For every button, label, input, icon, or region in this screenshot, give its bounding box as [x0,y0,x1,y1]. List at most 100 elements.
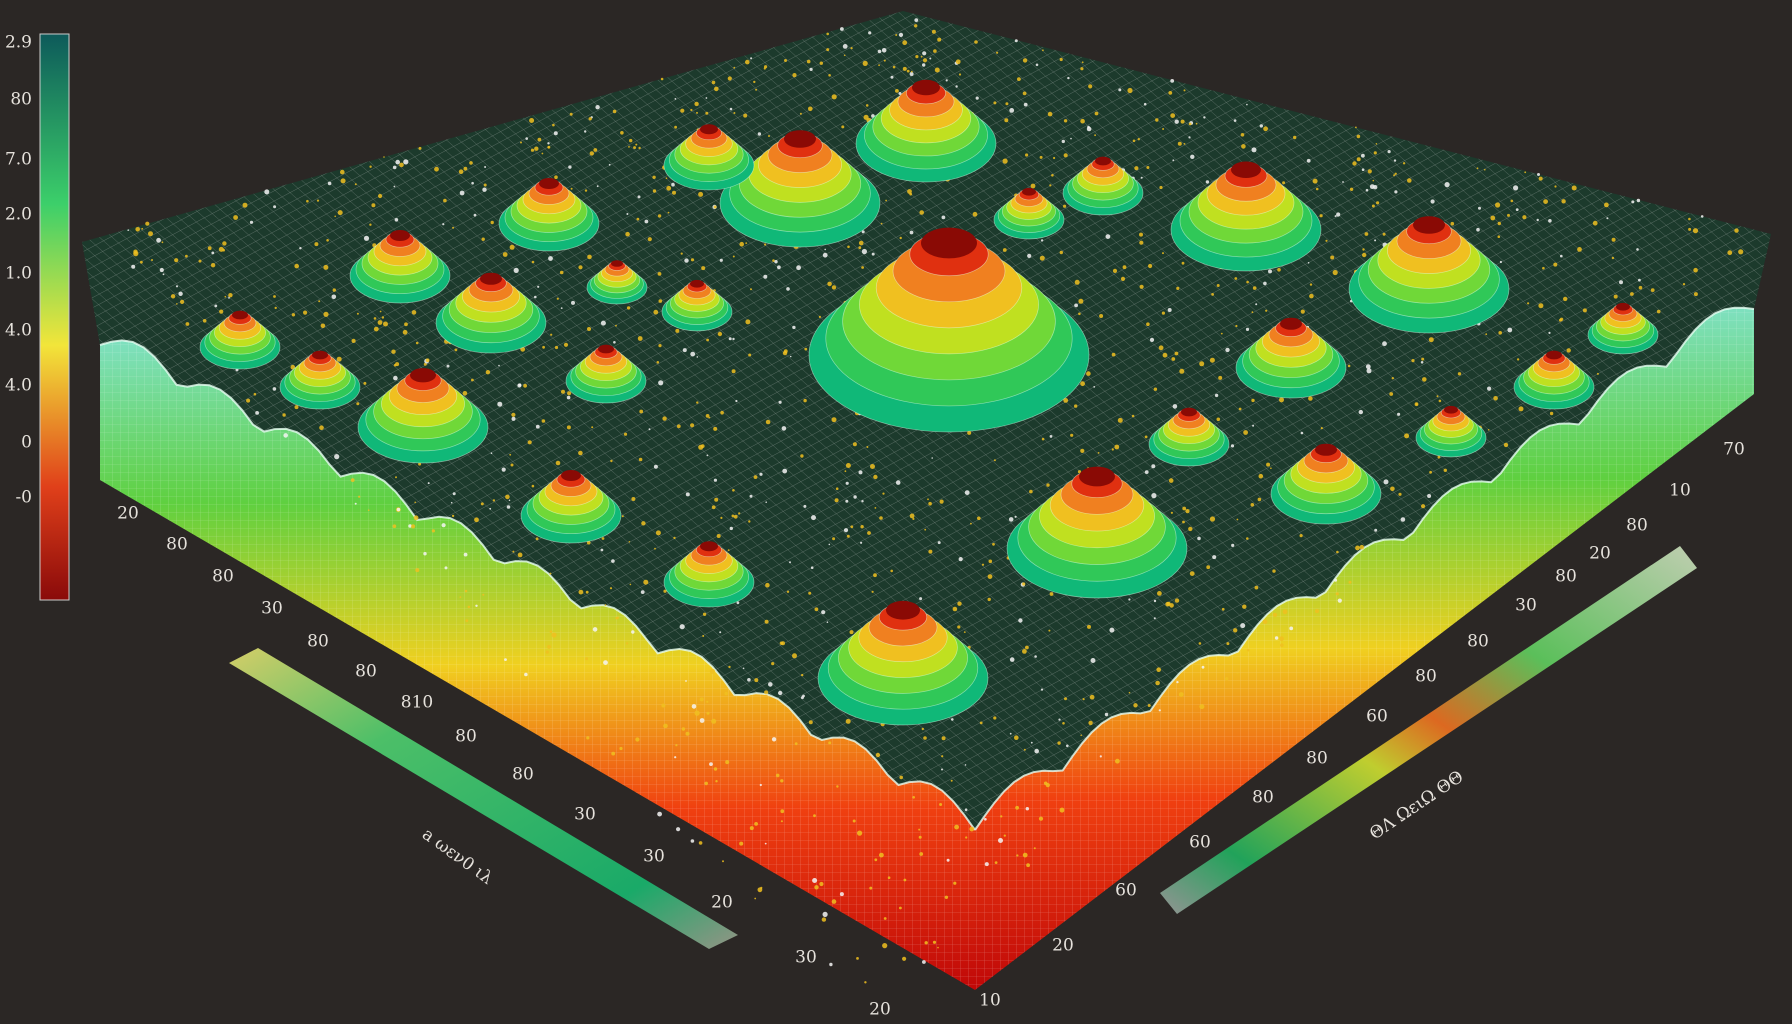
dot [892,65,896,69]
dot [1171,357,1176,361]
peak-crater [539,178,559,189]
dot [356,402,360,406]
dot [291,313,296,317]
dot [1148,263,1153,269]
dot [592,627,598,632]
dot [974,40,978,44]
dot [1336,550,1339,554]
dot [395,159,401,165]
dot [1421,357,1425,361]
dot [626,306,631,310]
dot [928,549,933,554]
dot [922,960,926,964]
dot [843,528,849,533]
dot [1080,734,1082,737]
dot [1282,181,1286,185]
dot [685,731,690,736]
dot [778,690,783,696]
dot [587,254,592,260]
dot [541,419,546,423]
dot [929,57,932,60]
dot [600,548,604,552]
dot [1030,183,1036,189]
dot [601,537,605,540]
dot [228,297,230,299]
dot [211,251,215,255]
dot [831,94,837,100]
dot [1359,544,1365,550]
dot [754,897,757,900]
dot [739,241,744,247]
dot [1149,337,1155,342]
dot [1397,412,1401,416]
dot [1203,116,1206,119]
dot [431,529,435,533]
dot [1631,200,1635,204]
dot [1172,159,1175,162]
dot [1170,113,1176,118]
dot [690,108,693,112]
dot [1362,252,1367,258]
dot [1170,79,1175,83]
dot [1078,298,1084,304]
dot [273,295,276,298]
dot [1220,332,1223,335]
dot [743,113,748,118]
dot [631,497,636,501]
dot [1157,591,1162,596]
dot [665,177,668,179]
dot [1507,213,1510,217]
dot [972,211,978,217]
dot [1199,704,1205,710]
dot [757,132,762,136]
dot [803,398,807,403]
dot [334,215,337,218]
dot [159,267,164,273]
dot [394,218,399,222]
dot [774,260,778,264]
dot [340,169,345,175]
dot [1139,284,1144,289]
dot [1188,136,1191,139]
dot [819,881,824,887]
dot [871,252,875,256]
dot [868,31,872,35]
dot [653,464,658,469]
dot [764,690,769,695]
dot [957,601,962,606]
dot [452,492,456,496]
dot [1487,386,1492,391]
dot [1081,61,1084,64]
dot [733,66,736,69]
dot [819,61,823,65]
dot [909,72,914,76]
dot [1117,417,1123,423]
dot [350,478,355,482]
left-axis-label: 30 [795,948,817,968]
dot [1118,88,1122,92]
dot [786,287,790,291]
right-axis-label: 30 [1515,596,1537,616]
dot [927,498,929,501]
dot [363,381,367,385]
peak-crater [410,368,436,383]
dot [1177,141,1182,146]
dot [680,108,685,113]
dot [369,165,372,168]
dot [399,162,404,168]
dot [578,589,584,595]
dot [403,159,409,165]
dot [1105,234,1111,240]
dot [1656,309,1661,314]
dot [1420,361,1424,364]
dot [1176,286,1180,290]
dot [653,309,659,315]
dot [1259,124,1264,128]
left-axis-label: 80 [455,727,477,747]
right-axis-label: 10 [1669,481,1691,501]
dot [1364,232,1369,236]
dot [294,263,300,269]
right-axis-label: 80 [1306,749,1328,769]
dot [772,259,775,262]
dot [246,398,251,403]
